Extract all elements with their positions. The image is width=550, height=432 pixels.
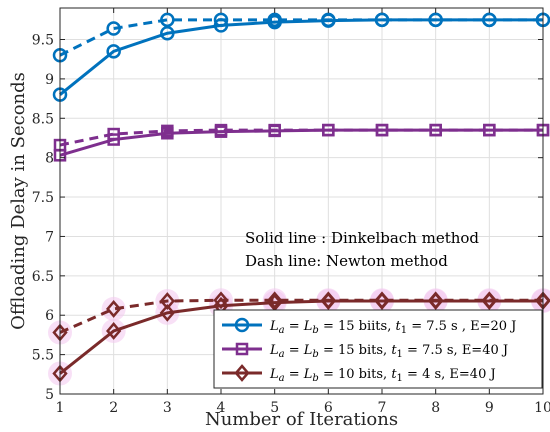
series-3-solid-point bbox=[374, 292, 390, 310]
legend-label: La = Lb = 15 biits, t1 = 7.5 s , E=20 J bbox=[269, 319, 516, 336]
series-1-solid-point bbox=[374, 12, 390, 28]
series-2-solid-point bbox=[268, 124, 281, 138]
series-2-solid-point bbox=[322, 123, 335, 137]
series-1-dashed-point bbox=[106, 21, 121, 36]
plot-frame bbox=[59, 7, 544, 395]
y-tick-label: 9.5 bbox=[32, 33, 54, 49]
series-1-dashed-point bbox=[213, 12, 229, 28]
y-tick-label: 7 bbox=[45, 229, 54, 245]
series-3 bbox=[48, 288, 550, 386]
x-axis-label: Number of Iterations bbox=[205, 409, 398, 430]
series-1 bbox=[52, 12, 550, 102]
annotation-dash-line: Dash line: Newton method bbox=[245, 252, 448, 270]
x-tick-label: 4 bbox=[217, 400, 226, 416]
series-layer bbox=[48, 12, 550, 386]
series-2-solid-point bbox=[214, 125, 228, 138]
y-tick-label: 8.5 bbox=[32, 111, 54, 127]
series-3-solid-point bbox=[320, 292, 336, 310]
y-tick-label: 5.5 bbox=[32, 348, 54, 364]
series-3-solid-point bbox=[159, 303, 175, 322]
y-tick-label: 5 bbox=[45, 387, 54, 403]
series-1-solid-line bbox=[59, 18, 543, 96]
series-2 bbox=[53, 123, 550, 162]
series-1-solid-point bbox=[213, 18, 229, 33]
x-tick-label: 10 bbox=[534, 400, 550, 416]
y-tick-label: 9 bbox=[45, 72, 54, 88]
series-3-dashed-point bbox=[106, 300, 122, 318]
series-3-dashed-point bbox=[159, 292, 175, 310]
x-tick-label: 1 bbox=[56, 400, 65, 416]
y-tick-label: 6.5 bbox=[32, 269, 54, 285]
x-tick-label: 9 bbox=[485, 400, 494, 416]
series-2-solid-point bbox=[375, 123, 389, 137]
series-1-dashed-point bbox=[160, 12, 175, 28]
series-2-solid-point bbox=[429, 123, 442, 137]
y-tick-label: 6 bbox=[45, 308, 54, 324]
series-2-solid-line bbox=[59, 128, 543, 157]
series-2-solid-point bbox=[161, 127, 174, 140]
legend-marker bbox=[235, 342, 249, 356]
legend-label: La = Lb = 10 bits, t1 = 4 s, E=40 J bbox=[269, 367, 496, 384]
series-1-solid-point bbox=[428, 12, 443, 28]
series-3-solid-point bbox=[428, 292, 444, 310]
series-3-solid-line bbox=[59, 299, 543, 375]
series-1-solid-point bbox=[321, 13, 336, 28]
series-1-solid-point bbox=[482, 12, 497, 28]
y-axis-label: Offloading Delay in Seconds bbox=[8, 72, 29, 330]
legend-box bbox=[213, 309, 543, 389]
series-3-dashed-point bbox=[267, 291, 283, 310]
series-2-solid-point bbox=[483, 123, 496, 137]
marker-halo bbox=[101, 296, 126, 321]
series-2-solid-point bbox=[107, 133, 120, 146]
x-tick-label: 6 bbox=[324, 400, 333, 416]
x-tick-label: 7 bbox=[378, 400, 387, 416]
legend-marker bbox=[234, 364, 250, 382]
legend: La = Lb = 15 biits, t1 = 7.5 s , E=20 J L… bbox=[213, 309, 543, 389]
series-3-solid-point bbox=[106, 322, 122, 340]
series-3-solid-point bbox=[481, 292, 497, 310]
x-tick-label: 2 bbox=[109, 400, 118, 416]
series-3-dashed-point bbox=[213, 291, 229, 310]
x-tick-label: 3 bbox=[163, 400, 172, 416]
legend-marker bbox=[234, 317, 250, 333]
axis-ticks: 1 2 3 4 5 6 7 8 9 10 5 5.5 6 6.5 7 7.5 8 8.5 9 9.5 bbox=[32, 8, 550, 416]
x-tick-label: 5 bbox=[270, 400, 279, 416]
series-1-solid-point bbox=[267, 14, 282, 30]
series-1-solid-point bbox=[160, 25, 175, 41]
series-1-solid-point bbox=[106, 44, 121, 59]
x-tick-label: 8 bbox=[431, 400, 440, 416]
legend-label: La = Lb = 15 bits, t1 = 7.5 s, E=40 J bbox=[269, 343, 508, 360]
marker-halo bbox=[262, 288, 287, 313]
y-tick-label: 8 bbox=[45, 151, 54, 167]
annotation-solid-line: Solid line : Dinkelbach method bbox=[245, 229, 479, 247]
y-tick-label: 7.5 bbox=[32, 190, 54, 206]
